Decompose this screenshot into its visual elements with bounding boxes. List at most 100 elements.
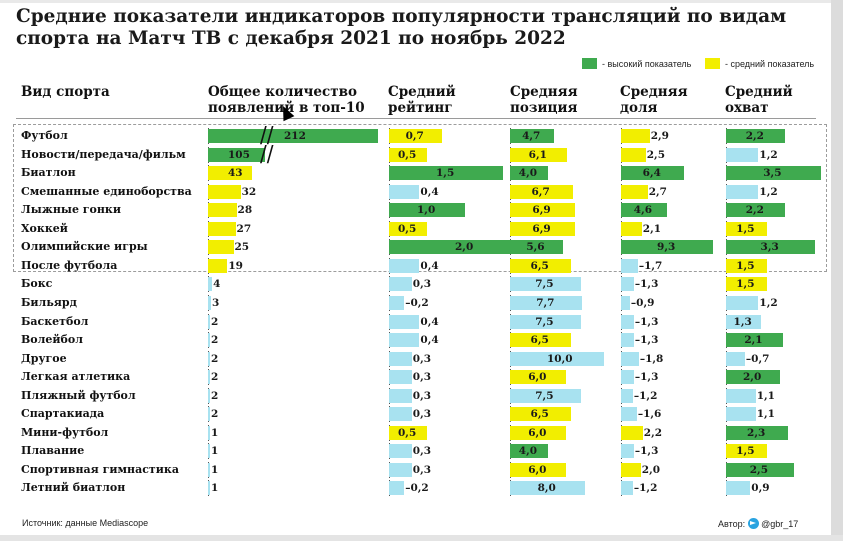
bar-share: [621, 258, 638, 273]
bar-reach: [726, 129, 786, 143]
value-rating: –0,2: [405, 482, 429, 495]
bar-appearances: [208, 481, 210, 496]
value-appearances: 2: [211, 389, 219, 402]
author-note: Автор: @gbr_17: [718, 518, 798, 529]
value-rating: 0,3: [412, 278, 432, 291]
row-label: Спартакиада: [21, 407, 105, 421]
bar-share: [621, 388, 633, 403]
bar-appearances: [208, 314, 211, 329]
bar-share: [621, 351, 639, 366]
bar-share: [621, 444, 634, 459]
bar-appearances: [208, 221, 236, 236]
bar-rating: [389, 203, 465, 218]
bar-rating: [389, 147, 427, 162]
row-label: Новости/передача/фильм: [21, 147, 186, 161]
value-position: 6,5: [530, 334, 549, 347]
value-appearances: 2: [211, 315, 219, 328]
value-appearances: 2: [211, 371, 219, 384]
bar-share: [621, 314, 634, 329]
row-label: Легкая атлетика: [21, 370, 131, 384]
bar-rating: [389, 370, 412, 385]
value-rating: 0,7: [405, 130, 424, 142]
bar-rating: [389, 258, 420, 273]
bar-reach: [726, 388, 756, 403]
value-position: 10,0: [547, 352, 573, 365]
bar-rating: [389, 407, 412, 422]
value-position: 6,9: [532, 204, 551, 217]
bar-position: [510, 295, 583, 310]
bar-appearances: [208, 444, 210, 459]
bar-reach: [726, 333, 783, 348]
bar-rating: [389, 184, 420, 199]
header-rating: Средний рейтинг: [388, 84, 456, 116]
telegram-icon: [747, 518, 759, 529]
value-rating: –0,2: [405, 296, 429, 309]
value-position: 7,5: [535, 315, 554, 328]
bar-rating: [389, 351, 412, 366]
bar-position: [510, 333, 572, 348]
value-share: –1,3: [634, 445, 659, 458]
value-share: 9,3: [657, 241, 676, 254]
bar-appearances: [208, 351, 211, 366]
value-rating: 0,4: [420, 259, 439, 272]
value-reach: 1,2: [759, 296, 778, 309]
value-share: –1,3: [634, 334, 659, 347]
bar-position: [510, 481, 586, 496]
bar-rating: [389, 221, 427, 236]
value-rating: 0,3: [412, 463, 432, 476]
bar-share: [621, 203, 667, 218]
bar-position: [510, 184, 573, 199]
bar-reach: [726, 444, 767, 459]
bar-position: [510, 370, 567, 385]
legend-medium: - средний показатель: [705, 58, 814, 69]
bar-reach: [726, 295, 759, 310]
bar-rating: [389, 388, 412, 403]
value-rating: 0,3: [412, 371, 432, 384]
top-group-outline: [13, 124, 827, 272]
bar-appearances: [208, 295, 212, 310]
bar-reach: [726, 407, 756, 422]
bar-reach: [726, 203, 786, 218]
value-appearances: 212: [284, 130, 306, 142]
bar-appearances: [208, 277, 213, 292]
value-position: 8,0: [537, 482, 556, 495]
value-share: 2,5: [646, 148, 666, 161]
axis-break-icon: //: [260, 121, 274, 149]
value-appearances: 105: [228, 148, 250, 161]
value-position: 6,1: [528, 148, 547, 161]
value-position: 6,5: [530, 408, 549, 421]
value-rating: 0,3: [412, 352, 432, 365]
value-rating: 0,4: [420, 185, 439, 198]
value-position: 5,6: [526, 241, 545, 254]
bar-share: [621, 333, 634, 348]
value-appearances: 43: [228, 167, 243, 180]
row-label: Биатлон: [21, 166, 76, 180]
row-label: Другое: [21, 351, 67, 365]
bar-share: [621, 295, 630, 310]
bar-rating: [389, 240, 541, 255]
bar-reach: [726, 221, 767, 236]
bar-share: [621, 240, 714, 255]
window-right-border: [831, 0, 843, 541]
bar-position: [510, 351, 604, 366]
window-bottom-border: [0, 535, 843, 541]
bar-rating: [389, 277, 412, 292]
value-share: 6,4: [642, 167, 661, 180]
value-share: 2,0: [641, 463, 661, 476]
axis-break-icon: //: [260, 140, 274, 167]
bar-appearances: [208, 333, 211, 348]
row-label: Спортивная гимнастика: [21, 462, 179, 476]
bar-reach: [726, 184, 759, 199]
bar-reach: [726, 462, 794, 477]
value-share: –1,3: [634, 278, 659, 291]
row-label: Бильярд: [21, 295, 77, 309]
value-share: –1,3: [634, 371, 659, 384]
bar-appearances: [208, 425, 210, 440]
value-position: 4,0: [518, 167, 538, 180]
value-appearances: 1: [211, 426, 219, 439]
row-label: Хоккей: [21, 221, 68, 235]
value-position: 7,5: [535, 389, 554, 402]
header-sport: Вид спорта: [21, 84, 110, 100]
value-reach: 2,2: [745, 130, 764, 142]
legend-high-swatch: [582, 58, 597, 69]
